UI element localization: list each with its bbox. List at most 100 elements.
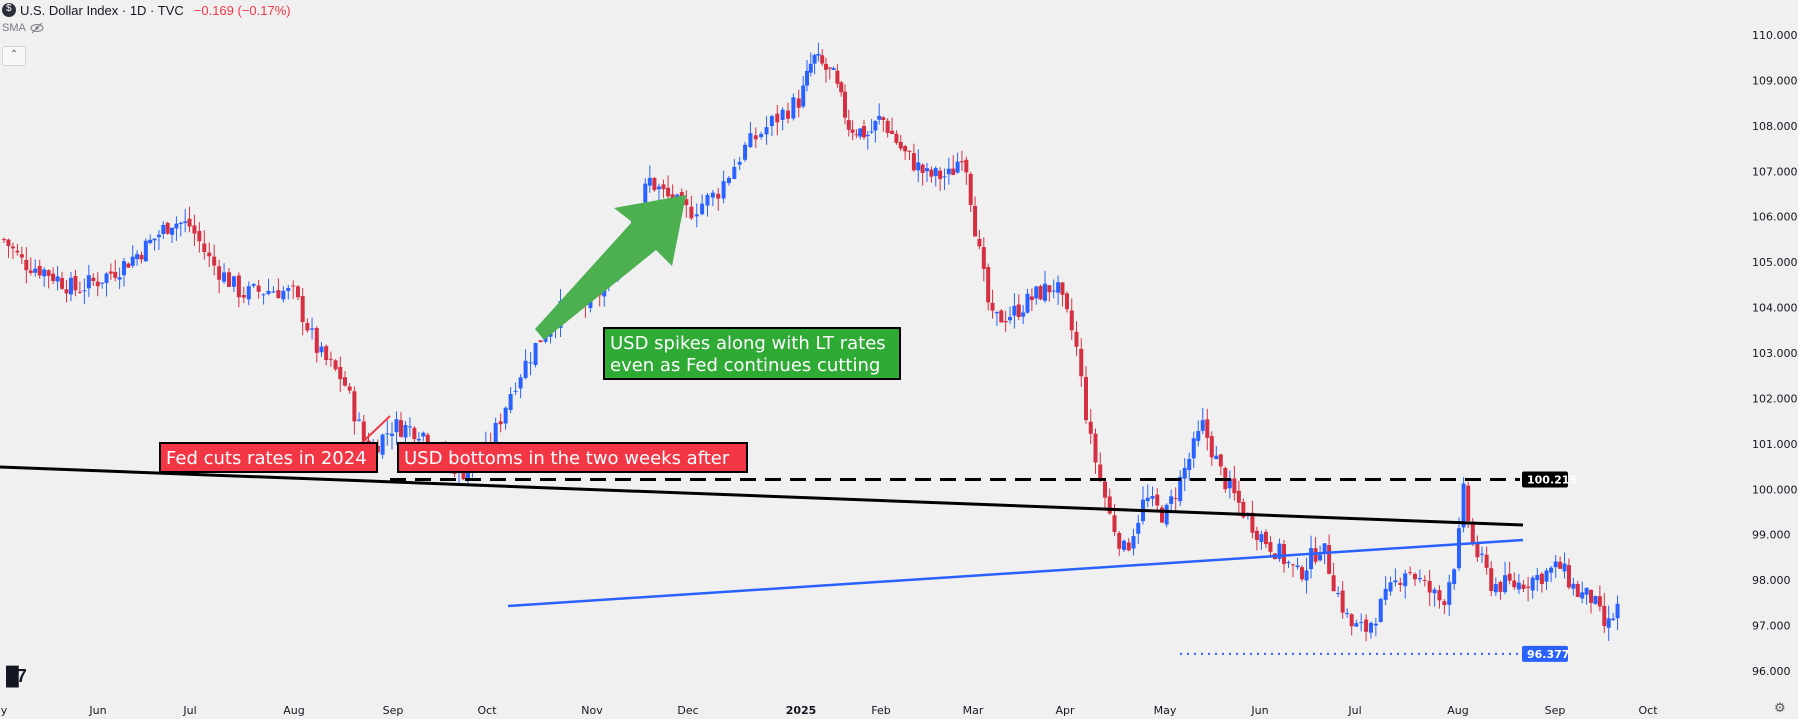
red-callout-2-text: USD bottoms in the two weeks after [404, 448, 730, 469]
candle-body [1084, 376, 1088, 421]
candle-body [977, 238, 982, 247]
candle-body [743, 144, 748, 160]
candle-body [333, 360, 338, 370]
y-tick-label: 103.000 [1752, 347, 1798, 360]
candle-body [261, 294, 266, 296]
candle-body [528, 362, 533, 364]
candle-body [898, 141, 903, 149]
candle-body [816, 53, 821, 56]
candle-body [1131, 536, 1136, 549]
candle-body [694, 214, 699, 217]
candle-body [1593, 596, 1598, 604]
blue-trendline [507, 538, 1524, 608]
candle-body [1480, 553, 1485, 555]
y-tick-label: 98.000 [1752, 574, 1791, 587]
candle-body [1103, 481, 1107, 498]
candle-body [91, 277, 96, 282]
candle-body [73, 275, 78, 291]
y-tick-label: 97.000 [1752, 620, 1791, 633]
candle-body [117, 277, 122, 280]
candle-body [19, 254, 24, 258]
candle-body [108, 271, 113, 274]
symbol-header[interactable]: U.S. Dollar Index · 1D · TVC −0.169 (−0.… [0, 0, 297, 20]
candle-body [1112, 515, 1117, 533]
candle-body [831, 68, 836, 70]
candle-body [1093, 433, 1098, 463]
candle-body [385, 433, 390, 435]
candle-body [416, 438, 421, 441]
candle-body [1535, 575, 1540, 581]
candle-body [994, 311, 999, 314]
candle-body [1300, 567, 1305, 580]
candle-body [1340, 590, 1345, 613]
x-tick-label: Jul [182, 704, 196, 717]
candle-body [197, 230, 202, 242]
candle-body [1558, 561, 1563, 569]
candle-body [139, 254, 144, 260]
candle-body [1277, 543, 1282, 560]
candle-body [1136, 522, 1141, 534]
candle-body [1503, 575, 1508, 593]
candle-body [808, 63, 813, 73]
candle-body [881, 117, 886, 120]
price-tag-high: 100.215 [1527, 474, 1577, 487]
x-tick-label: Mar [963, 704, 984, 717]
candle-body [1398, 582, 1403, 585]
candle-body [1432, 589, 1437, 594]
candle-body [1403, 573, 1408, 587]
y-tick-label: 104.000 [1752, 302, 1798, 315]
y-tick-label: 107.000 [1752, 165, 1798, 178]
candle-body [1498, 582, 1503, 592]
candle-body [684, 199, 689, 206]
candle-body [1489, 568, 1494, 592]
x-tick-label: Sep [383, 704, 404, 717]
candle-body [865, 134, 870, 137]
candle-body [503, 407, 508, 424]
candle-body [1408, 572, 1413, 574]
candle-body [498, 421, 503, 425]
candle-body [1029, 296, 1034, 300]
candle-body [231, 276, 236, 287]
candle-body [1378, 598, 1383, 623]
candle-body [1065, 293, 1069, 310]
candle-body [820, 55, 825, 64]
candle-body [1259, 534, 1264, 543]
candle-body [15, 250, 20, 253]
y-tick-label: 99.000 [1752, 529, 1791, 542]
candle-body [753, 135, 758, 140]
candle-body [2, 239, 6, 241]
candle-body [1263, 531, 1268, 545]
indicator-row[interactable]: SMA [2, 22, 44, 34]
candle-body [1241, 501, 1246, 518]
candle-body [241, 295, 246, 298]
candle-body [1373, 623, 1378, 626]
eye-hidden-icon[interactable] [30, 22, 44, 34]
candle-body [174, 223, 179, 229]
x-tick-label: May [1154, 704, 1177, 717]
candle-body [1553, 561, 1558, 568]
candle-body [1056, 282, 1061, 293]
candle-body [538, 340, 543, 343]
candle-body [1584, 587, 1589, 595]
candle-body [398, 420, 403, 437]
candle-body [1456, 528, 1461, 569]
candle-body [513, 390, 518, 392]
candle-body [812, 54, 817, 64]
candle-body [942, 176, 947, 178]
candle-body [1318, 554, 1323, 561]
candle-body [877, 115, 882, 120]
candle-body [1304, 570, 1309, 581]
collapse-chevron-icon[interactable]: ⌃ [2, 46, 26, 66]
candle-body [95, 281, 100, 287]
candle-body [314, 327, 319, 353]
candle-body [1038, 286, 1043, 300]
price-tag-low-bg [1522, 645, 1568, 662]
candle-body [805, 70, 809, 86]
gear-icon[interactable]: ⚙ [1774, 700, 1786, 715]
candle-body [1368, 622, 1373, 633]
candle-body [1145, 497, 1150, 502]
candle-body [1042, 283, 1047, 301]
candle-body [286, 287, 291, 291]
